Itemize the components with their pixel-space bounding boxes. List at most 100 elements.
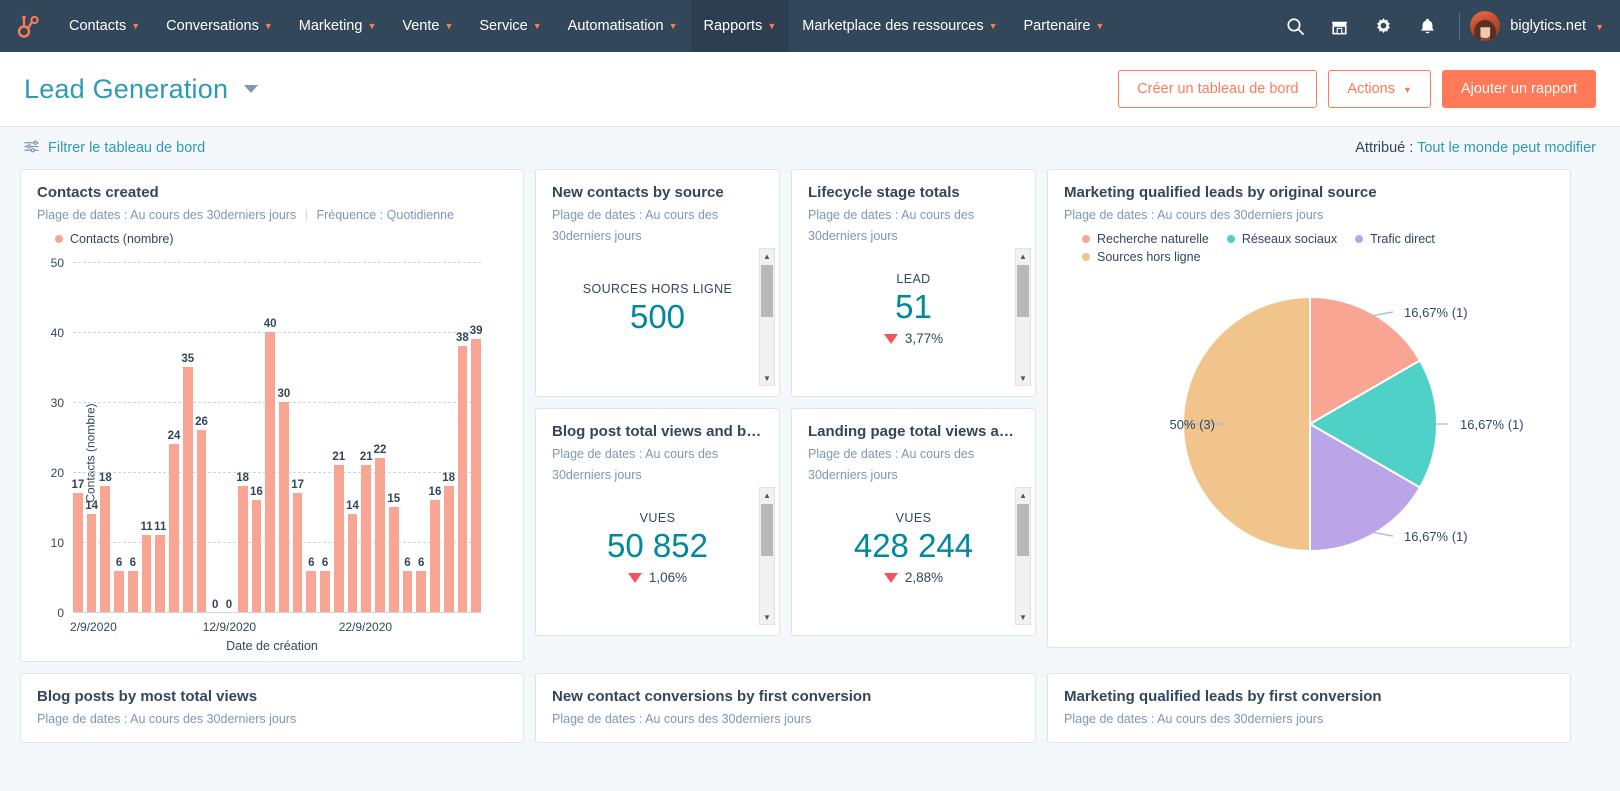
bar-column[interactable]: 14 [85, 262, 98, 613]
bar[interactable] [86, 514, 97, 613]
bar-column[interactable]: 11 [140, 262, 153, 613]
filter-dashboard-button[interactable]: Filtrer le tableau de bord [24, 139, 205, 158]
scroll-down-arrow-icon[interactable]: ▼ [763, 373, 771, 383]
bar[interactable] [443, 486, 454, 613]
bar[interactable] [196, 430, 207, 613]
chevron-down-icon[interactable] [243, 84, 258, 93]
bar-column[interactable]: 18 [236, 262, 249, 613]
scroll-up-arrow-icon[interactable]: ▲ [763, 490, 771, 500]
bar-column[interactable]: 39 [470, 262, 483, 613]
bar-column[interactable]: 6 [114, 262, 124, 613]
bar[interactable] [292, 493, 303, 613]
legend-item[interactable]: Contacts (nombre) [55, 232, 174, 246]
bar-column[interactable]: 40 [264, 262, 277, 613]
bar[interactable] [279, 402, 289, 613]
bar-column[interactable]: 6 [320, 262, 330, 613]
page-title[interactable]: Lead Generation [24, 73, 229, 104]
legend-item[interactable]: Réseaux sociaux [1226, 232, 1337, 246]
pie-slice[interactable] [1182, 295, 1311, 552]
bar[interactable] [169, 444, 179, 613]
scrollbar-thumb[interactable] [761, 265, 773, 317]
bar-column[interactable]: 14 [346, 262, 359, 613]
legend-item[interactable]: Sources hors ligne [1082, 250, 1201, 264]
scrollbar-thumb[interactable] [1017, 265, 1029, 317]
bar-column[interactable]: 24 [168, 262, 180, 613]
bar-column[interactable]: 26 [195, 262, 208, 613]
bar[interactable] [306, 570, 317, 613]
vertical-scrollbar[interactable]: ▲ ▼ [759, 248, 775, 386]
bar[interactable] [388, 507, 399, 613]
bar[interactable] [333, 465, 344, 613]
scroll-down-arrow-icon[interactable]: ▼ [1019, 373, 1027, 383]
bar[interactable] [347, 514, 358, 613]
nav-item-rapports[interactable]: Rapports ▼ [690, 0, 790, 52]
nav-item-service[interactable]: Service ▼ [466, 0, 554, 52]
bar[interactable] [127, 570, 138, 613]
bar-column[interactable]: 6 [127, 262, 138, 613]
bar-column[interactable]: 17 [291, 262, 304, 613]
bar-column[interactable]: 16 [429, 262, 441, 613]
avatar[interactable] [1470, 11, 1501, 41]
bar[interactable] [114, 570, 124, 613]
bar-column[interactable]: 35 [181, 262, 194, 613]
bar[interactable] [320, 570, 330, 613]
bar-column[interactable]: 38 [456, 262, 469, 613]
bar[interactable] [471, 338, 482, 613]
bar-column[interactable]: 22 [374, 262, 386, 613]
bar-column[interactable]: 15 [387, 262, 400, 613]
vertical-scrollbar[interactable]: ▲ ▼ [759, 487, 775, 625]
bar-column[interactable]: 11 [154, 262, 166, 613]
scroll-up-arrow-icon[interactable]: ▲ [763, 251, 771, 261]
bar[interactable] [73, 493, 83, 613]
bar-column[interactable]: 6 [416, 262, 427, 613]
nav-item-conversations[interactable]: Conversations ▼ [153, 0, 286, 52]
bar-column[interactable]: 0 [210, 262, 220, 613]
gear-icon[interactable] [1361, 0, 1405, 52]
vertical-scrollbar[interactable]: ▲ ▼ [1015, 487, 1031, 625]
bell-icon[interactable] [1405, 0, 1449, 52]
nav-item-marketplace[interactable]: Marketplace des ressources ▼ [789, 0, 1010, 52]
bar[interactable] [155, 535, 166, 613]
bar-column[interactable]: 21 [360, 262, 373, 613]
add-report-button[interactable]: Ajouter un rapport [1441, 70, 1596, 108]
bar[interactable] [375, 458, 385, 613]
scroll-up-arrow-icon[interactable]: ▲ [1019, 251, 1027, 261]
bar[interactable] [402, 570, 413, 613]
bar-column[interactable]: 30 [277, 262, 290, 613]
nav-item-partenaire[interactable]: Partenaire ▼ [1011, 0, 1118, 52]
page-title-group[interactable]: Lead Generation [24, 74, 258, 105]
bar[interactable] [416, 570, 427, 613]
nav-item-automatisation[interactable]: Automatisation ▼ [555, 0, 691, 52]
bar[interactable] [361, 465, 372, 613]
bar[interactable] [100, 486, 111, 613]
bar-column[interactable]: 0 [224, 262, 234, 613]
pie-slice[interactable] [1309, 295, 1422, 426]
bar[interactable] [251, 500, 262, 613]
scrollbar-thumb[interactable] [761, 504, 773, 556]
bar-column[interactable]: 6 [402, 262, 413, 613]
nav-item-marketing[interactable]: Marketing ▼ [286, 0, 390, 52]
nav-item-vente[interactable]: Vente ▼ [389, 0, 466, 52]
bar-column[interactable]: 17 [71, 262, 84, 613]
bar-column[interactable]: 6 [306, 262, 317, 613]
bar-column[interactable]: 18 [442, 262, 455, 613]
account-menu[interactable]: biglytics.net ▼ [1510, 18, 1604, 34]
bar-column[interactable]: 21 [332, 262, 345, 613]
bar[interactable] [457, 345, 468, 613]
bar[interactable] [430, 500, 440, 613]
legend-item[interactable]: Recherche naturelle [1082, 232, 1209, 246]
actions-button[interactable]: Actions ▼ [1328, 70, 1431, 108]
create-dashboard-button[interactable]: Créer un tableau de bord [1118, 70, 1318, 108]
scrollbar-thumb[interactable] [1017, 504, 1029, 556]
bar[interactable] [141, 535, 152, 613]
pie-slice[interactable] [1309, 421, 1422, 552]
attributed-value-link[interactable]: Tout le monde peut modifier [1417, 140, 1596, 156]
hubspot-sprocket-icon[interactable] [0, 0, 56, 52]
scroll-up-arrow-icon[interactable]: ▲ [1019, 490, 1027, 500]
search-icon[interactable] [1273, 0, 1317, 52]
vertical-scrollbar[interactable]: ▲ ▼ [1015, 248, 1031, 386]
scroll-down-arrow-icon[interactable]: ▼ [1019, 612, 1027, 622]
scroll-down-arrow-icon[interactable]: ▼ [763, 612, 771, 622]
marketplace-icon[interactable] [1317, 0, 1361, 52]
legend-item[interactable]: Trafic direct [1355, 232, 1435, 246]
